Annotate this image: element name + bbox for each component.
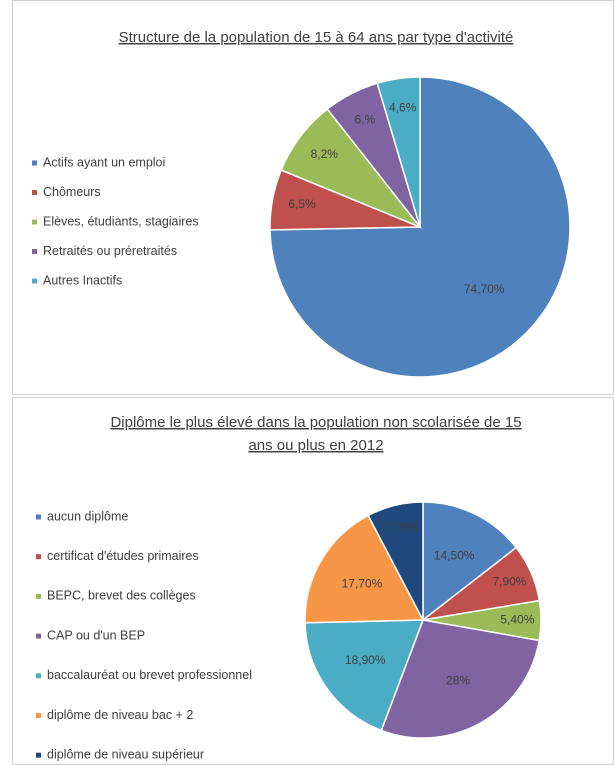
pie-slice [422,501,518,622]
chart-title: Diplôme le plus élevé dans la population… [110,414,521,431]
legend-marker [32,160,37,166]
legend-label: baccalauréat ou brevet professionnel [47,668,252,682]
data-label: 17,70% [342,576,383,590]
data-label: 28% [446,674,470,688]
data-label: 8,2% [311,147,339,161]
legend-label: diplôme de niveau bac + 2 [47,708,193,722]
legend-label: certificat d'études primaires [47,549,199,563]
legend-marker [32,219,37,225]
legend-marker [32,278,37,284]
pie-slice [380,619,541,739]
legend-label: Chômeurs [43,185,101,199]
legend-marker [36,713,41,718]
legend-marker [36,593,41,599]
legend-label: aucun diplôme [47,509,128,523]
chart-title: Structure de la population de 15 à 64 an… [119,29,514,46]
data-label: 5,40% [500,613,534,627]
pie-slice [376,76,421,228]
legend-marker [32,249,37,254]
legend-label: Retraités ou préretraités [43,244,177,258]
legend-label: Elèves, étudiants, stagiaires [43,214,199,228]
data-label: 14,50% [434,549,475,563]
legend-label: diplôme de niveau supérieur [47,747,204,761]
data-label: 18,90% [345,653,386,667]
chart-title: ans ou plus en 2012 [248,437,383,454]
legend-marker [36,514,41,520]
legend-label: Autres Inactifs [43,273,122,287]
data-label: 7,90% [492,574,526,588]
legend-label: BEPC, brevet des collèges [47,589,196,603]
pie-slice [304,514,425,624]
legend-label: CAP ou d'un BEP [47,628,145,642]
pie-slice [367,501,424,621]
legend-marker [36,752,41,758]
legend-marker [32,190,37,195]
legend-marker [36,554,41,560]
legend-marker [36,673,41,679]
pie-slice [304,619,425,732]
data-label: 6,% [355,113,376,127]
data-label: 74,70% [464,282,505,296]
data-label: 7,70% [383,521,417,535]
legend-label: Actifs ayant un emploi [43,155,165,169]
data-label: 6,5% [288,197,316,211]
legend-marker [36,633,41,639]
data-label: 4,6% [389,100,417,114]
